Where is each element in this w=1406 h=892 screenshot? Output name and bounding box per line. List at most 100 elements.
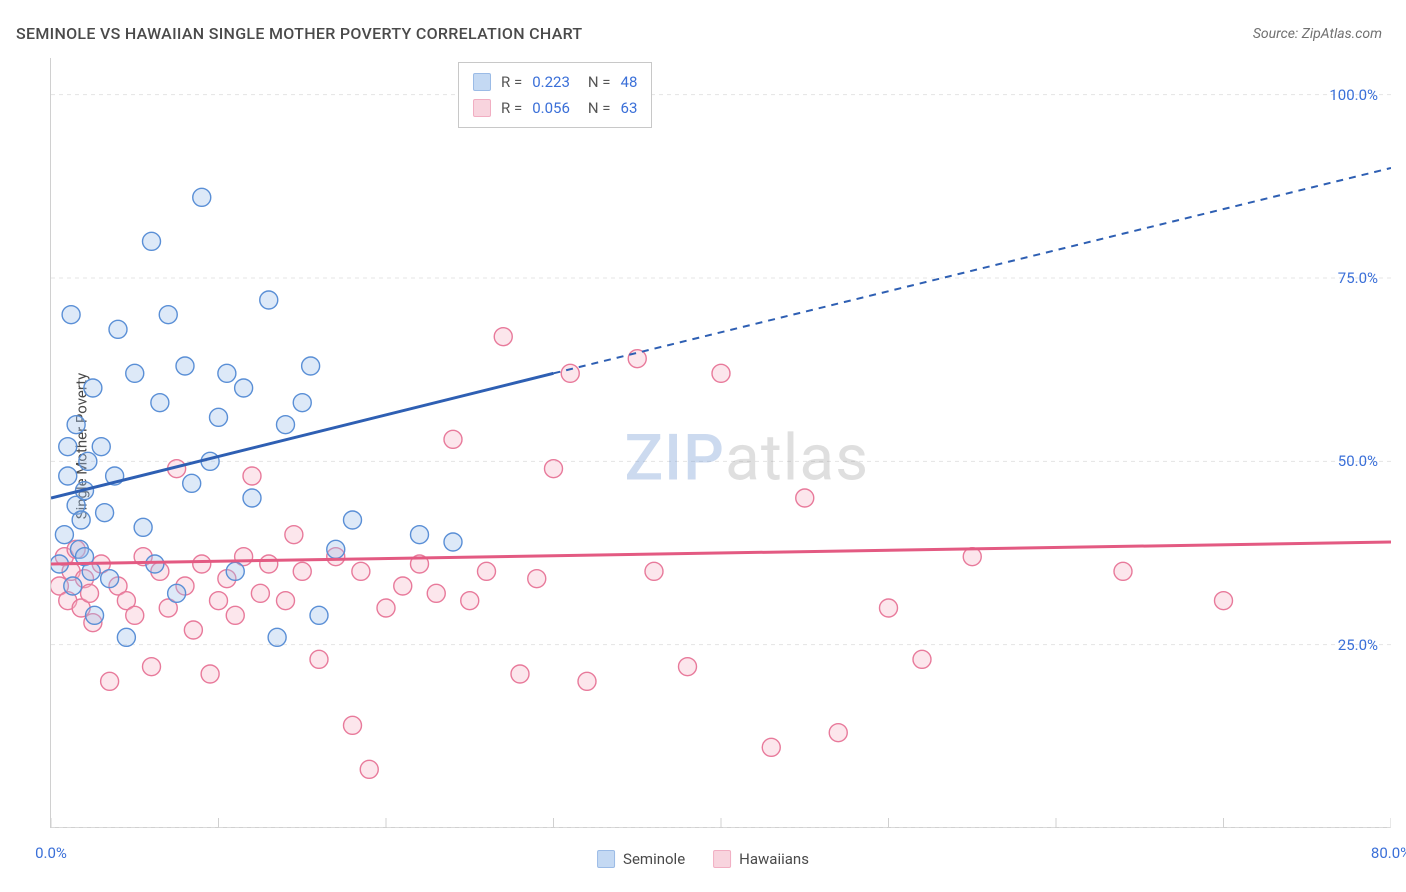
data-point-hawaiians (511, 665, 529, 683)
data-point-seminole (411, 526, 429, 544)
trend-line-seminole-extrapolated (554, 168, 1392, 373)
stat-n-label: N = (588, 73, 611, 91)
data-point-hawaiians (427, 584, 445, 602)
data-point-seminole (79, 452, 97, 470)
data-point-hawaiians (310, 650, 328, 668)
data-point-seminole (55, 526, 73, 544)
data-point-seminole (82, 562, 100, 580)
source-label: Source: (1253, 26, 1298, 42)
data-point-hawaiians (478, 562, 496, 580)
data-point-hawaiians (201, 665, 219, 683)
series-legend: Seminole Hawaiians (597, 850, 809, 868)
x-tick-label: 80.0% (1371, 844, 1406, 862)
data-point-seminole (226, 562, 244, 580)
chart-title: SEMINOLE VS HAWAIIAN SINGLE MOTHER POVER… (16, 24, 582, 43)
data-point-hawaiians (394, 577, 412, 595)
data-point-seminole (143, 232, 161, 250)
legend-label-seminole: Seminole (623, 850, 685, 868)
stat-n-label: N = (588, 99, 611, 117)
data-point-seminole (96, 504, 114, 522)
trend-line-seminole (51, 373, 554, 498)
data-point-hawaiians (143, 658, 161, 676)
data-point-seminole (86, 606, 104, 624)
data-point-seminole (159, 306, 177, 324)
stat-swatch-seminole (473, 73, 491, 91)
stat-row-hawaiians: R = 0.056 N = 63 (473, 95, 637, 121)
stat-r-label: R = (501, 73, 522, 91)
stat-r-value: 0.223 (532, 73, 570, 91)
correlation-stats-box: R = 0.223 N = 48 R = 0.056 N = 63 (458, 62, 652, 128)
data-point-seminole (176, 357, 194, 375)
stat-n-value: 63 (621, 99, 638, 117)
data-point-seminole (344, 511, 362, 529)
data-point-hawaiians (184, 621, 202, 639)
data-point-seminole (327, 540, 345, 558)
data-point-seminole (117, 628, 135, 646)
data-point-hawaiians (251, 584, 269, 602)
data-point-seminole (293, 394, 311, 412)
data-point-hawaiians (461, 592, 479, 610)
data-point-seminole (67, 416, 85, 434)
source-value: ZipAtlas.com (1302, 26, 1382, 42)
stat-r-value: 0.056 (532, 99, 570, 117)
data-point-seminole (146, 555, 164, 573)
data-point-hawaiians (293, 562, 311, 580)
source-attribution: Source: ZipAtlas.com (1253, 26, 1382, 42)
data-point-hawaiians (494, 328, 512, 346)
data-point-seminole (101, 570, 119, 588)
data-point-hawaiians (444, 430, 462, 448)
data-point-seminole (59, 438, 77, 456)
data-point-hawaiians (360, 760, 378, 778)
data-point-hawaiians (880, 599, 898, 617)
data-point-seminole (109, 320, 127, 338)
data-point-hawaiians (377, 599, 395, 617)
data-point-hawaiians (81, 584, 99, 602)
data-point-seminole (193, 188, 211, 206)
stat-n-value: 48 (621, 73, 638, 91)
data-point-hawaiians (352, 562, 370, 580)
data-point-hawaiians (1114, 562, 1132, 580)
data-point-hawaiians (712, 364, 730, 382)
data-point-hawaiians (344, 716, 362, 734)
data-point-hawaiians (210, 592, 228, 610)
data-point-hawaiians (913, 650, 931, 668)
data-point-hawaiians (762, 738, 780, 756)
data-point-seminole (444, 533, 462, 551)
legend-swatch-seminole (597, 850, 615, 868)
data-point-hawaiians (679, 658, 697, 676)
data-point-seminole (72, 511, 90, 529)
y-tick-label: 50.0% (1338, 452, 1378, 470)
data-point-seminole (168, 584, 186, 602)
data-point-hawaiians (796, 489, 814, 507)
stat-row-seminole: R = 0.223 N = 48 (473, 69, 637, 95)
data-point-hawaiians (193, 555, 211, 573)
data-point-hawaiians (226, 606, 244, 624)
legend-item-seminole: Seminole (597, 850, 685, 868)
x-tick-label: 0.0% (35, 844, 67, 862)
y-tick-label: 75.0% (1338, 269, 1378, 287)
data-point-hawaiians (126, 606, 144, 624)
data-point-seminole (151, 394, 169, 412)
data-point-hawaiians (628, 350, 646, 368)
data-point-hawaiians (1215, 592, 1233, 610)
data-point-hawaiians (829, 724, 847, 742)
data-point-seminole (260, 291, 278, 309)
data-point-hawaiians (243, 467, 261, 485)
chart-svg (51, 58, 1391, 828)
data-point-seminole (62, 306, 80, 324)
data-point-seminole (235, 379, 253, 397)
plot-area: 25.0%50.0%75.0%100.0%0.0%80.0% (50, 58, 1390, 828)
data-point-seminole (243, 489, 261, 507)
data-point-seminole (126, 364, 144, 382)
data-point-seminole (59, 467, 77, 485)
data-point-seminole (134, 518, 152, 536)
data-point-seminole (218, 364, 236, 382)
data-point-hawaiians (545, 460, 563, 478)
data-point-seminole (268, 628, 286, 646)
y-tick-label: 100.0% (1329, 86, 1378, 104)
y-tick-label: 25.0% (1338, 636, 1378, 654)
data-point-seminole (64, 577, 82, 595)
legend-item-hawaiians: Hawaiians (713, 850, 809, 868)
stat-r-label: R = (501, 99, 522, 117)
data-point-seminole (277, 416, 295, 434)
